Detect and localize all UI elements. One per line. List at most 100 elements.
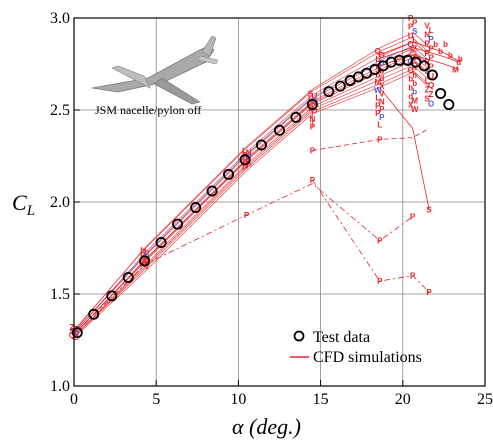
cfd-case-letter: d [379, 74, 384, 83]
legend: Test data CFD simulations [290, 329, 422, 366]
y-tick-label: 2.0 [50, 194, 70, 211]
cfd-case-letter: P [377, 277, 383, 286]
y-tick-label: 3.0 [50, 10, 70, 27]
inset-label: JSM nacelle/pylon off [95, 103, 201, 117]
cfd-case-letter: b [379, 59, 384, 68]
cfd-case-letter: P [242, 155, 248, 164]
cfd-case-letter: L [425, 76, 430, 85]
cfd-case-letter: b [412, 88, 417, 97]
cfd-case-letter: P [310, 146, 316, 155]
cfd-case-letter: d [408, 92, 413, 101]
x-tick-label: 10 [230, 391, 246, 408]
cfd-case-letter: P [379, 105, 385, 114]
cfd-simulation-line [72, 36, 429, 332]
cfd-case-letter: P [242, 164, 248, 173]
cfd-case-letter: Z [425, 86, 430, 95]
cfd-case-letter: P [428, 63, 434, 72]
test-data-point [190, 202, 202, 214]
cfd-case-letter: d [144, 255, 149, 264]
x-tick-label: 25 [477, 391, 493, 408]
cfd-case-letter: W [374, 86, 382, 95]
cfd-case-letter: O [428, 99, 434, 108]
x-tick-label: 0 [70, 391, 78, 408]
cfd-case-letter: Q [375, 47, 381, 56]
cfd-case-letter: b [140, 246, 145, 255]
cfd-case-letter: V [379, 90, 385, 99]
x-axis-label: α (deg.) [232, 414, 301, 439]
cfd-case-letter: U [408, 31, 414, 40]
test-data-point [418, 60, 430, 72]
cfd-case-letter: L [375, 94, 380, 103]
cfd-case-line [312, 128, 430, 151]
cfd-case-line [312, 179, 430, 293]
cfd-case-letter: P [377, 135, 383, 144]
test-data-point [323, 86, 335, 98]
cfd-case-letter: U [428, 72, 434, 81]
cfd-case-letter: Z [74, 325, 79, 334]
cfd-case-letter: b [408, 75, 413, 84]
cfd-case-letter: S [308, 89, 314, 98]
y-axis-label-sub: L [26, 203, 35, 219]
cfd-simulation-line [73, 45, 430, 334]
cfd-case-letter: L [242, 146, 247, 155]
cfd-case-letter: d [456, 58, 461, 67]
cfd-case-letter: L [412, 36, 417, 45]
cfd-case-line [73, 183, 413, 335]
test-data-point [172, 218, 184, 230]
cfd-case-letter: O [73, 329, 79, 338]
cfd-case-letter: W [411, 105, 419, 114]
cfd-case-letter: L [308, 94, 313, 103]
cfd-case-letter: P [246, 162, 252, 171]
cfd-case-letter: M [411, 96, 418, 105]
y-tick-label: 1.0 [50, 378, 70, 395]
cfd-case-letter: Q [311, 97, 317, 106]
cfd-case-letter: b [412, 70, 417, 79]
test-data-point [139, 255, 151, 267]
cfd-case-letter: Z [70, 323, 75, 332]
cfd-case-letter: U [311, 92, 317, 101]
cfd-case-letter: Z [429, 90, 434, 99]
cfd-case-letter: Z [412, 44, 417, 53]
cfd-case-line [379, 47, 459, 63]
test-data-point [122, 271, 134, 283]
cfd-case-letter: S [412, 27, 418, 36]
cfd-case-letter: P [244, 211, 250, 220]
cfd-case-letter: M [452, 66, 459, 75]
cfd-case-letter: X [144, 258, 150, 267]
y-axis-label: CL [12, 190, 35, 219]
aircraft-icon [91, 35, 219, 105]
cfd-case-letter: b [375, 70, 380, 79]
test-data-point [273, 124, 285, 136]
aircraft-inset: JSM nacelle/pylon off [91, 35, 219, 117]
test-data-point [443, 98, 455, 110]
cfd-case-letter: P [410, 272, 416, 281]
cfd-case-letter: S [424, 67, 430, 76]
y-tick-label: 1.5 [50, 286, 70, 303]
cfd-case-letter: X [379, 82, 385, 91]
cfd-case-letter: M [374, 78, 381, 87]
cfd-case-letter: P [375, 109, 381, 118]
cfd-case-letter: O [311, 107, 317, 116]
test-data-point [290, 111, 302, 123]
cfd-case-letter: b [412, 79, 417, 88]
test-data-point [334, 80, 346, 92]
cfd-case-letter: N [246, 149, 252, 158]
test-data-points [71, 54, 455, 339]
grid-lines [74, 18, 485, 386]
test-data-point [435, 87, 447, 99]
test-data-point [88, 308, 100, 320]
cfd-case-letter: b [448, 51, 453, 60]
cfd-case-letter: L [429, 26, 434, 35]
cfd-case-letter: P [412, 18, 418, 27]
test-data-point [206, 185, 218, 197]
cfd-case-letter: P [310, 123, 316, 132]
cfd-case-letter: P [426, 288, 432, 297]
cfd-case-letter: Z [312, 102, 317, 111]
cfd-case-letter: V [424, 21, 430, 30]
test-data-point [106, 290, 118, 302]
cfd-case-letter: N [379, 97, 385, 106]
cfd-case-letter: N [424, 31, 430, 40]
cfd-case-line [379, 41, 461, 63]
test-data-point [223, 168, 235, 180]
